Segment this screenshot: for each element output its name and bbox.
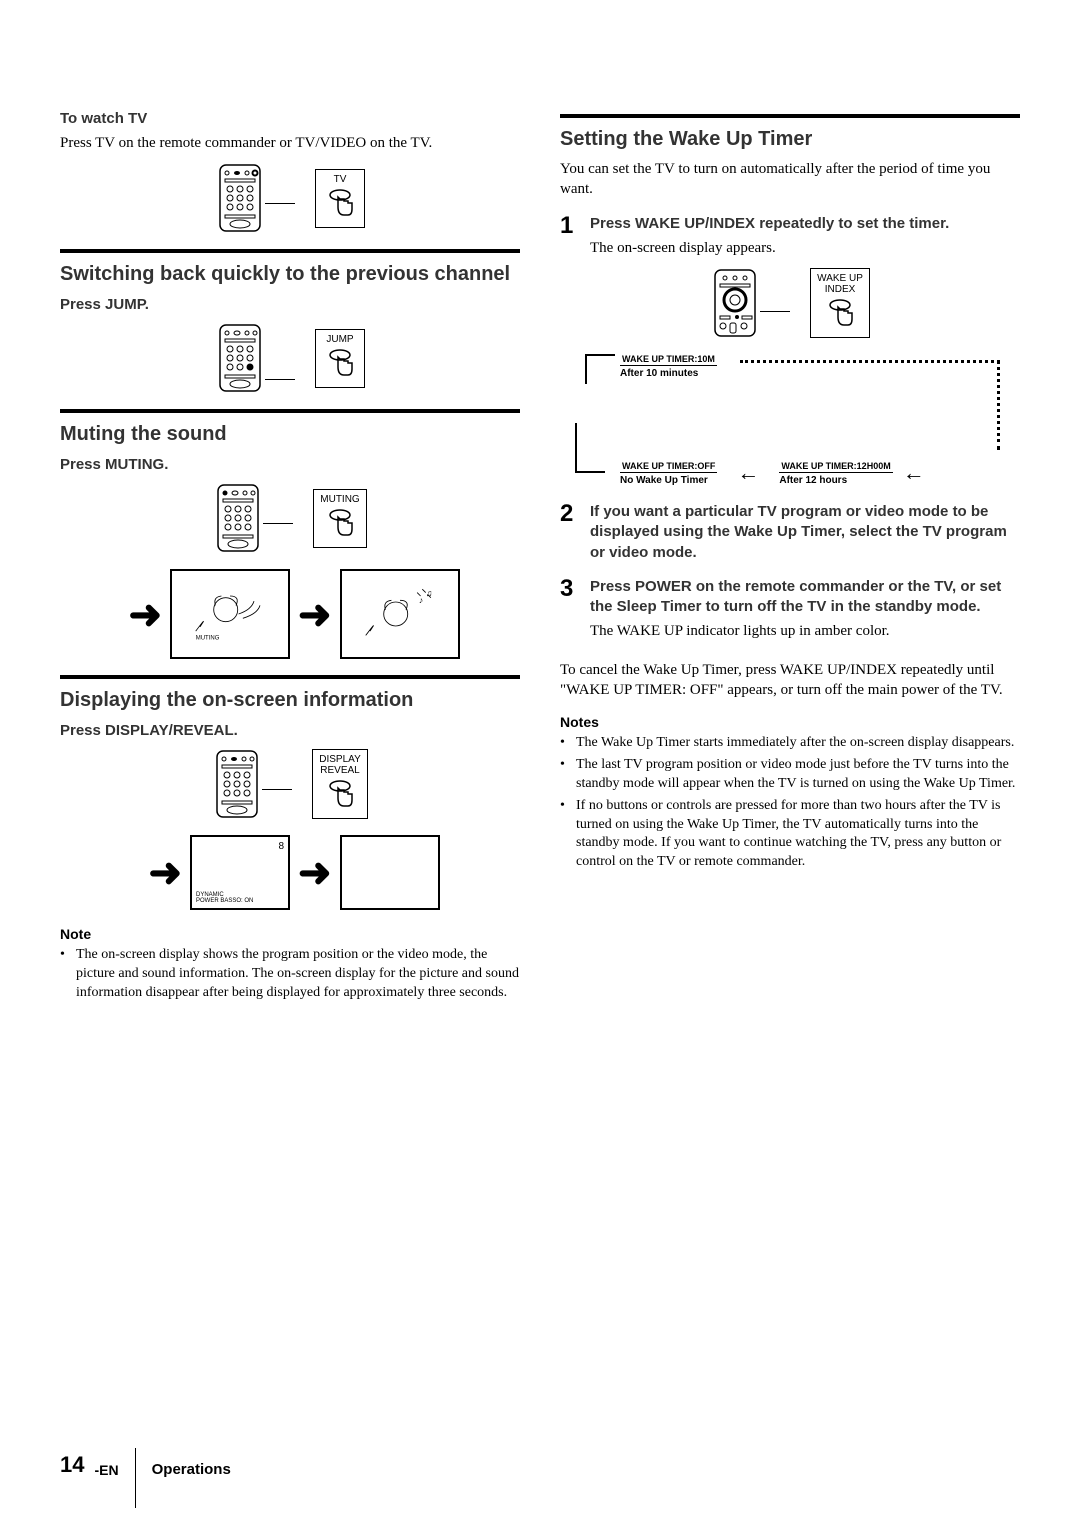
wakeup-flow: WAKE UP TIMER:10M After 10 minutes WAKE …: [560, 354, 1020, 486]
flow-12h-sub: After 12 hours: [779, 475, 892, 486]
muting-illustration: ➜ MUTING ➜ ♪♫: [60, 569, 520, 659]
flow-12h-text: WAKE UP TIMER:12H00M: [779, 461, 892, 473]
person-listening-icon: MUTING: [180, 584, 280, 644]
watch-tv-heading: To watch TV: [60, 110, 520, 127]
bullet-icon: •: [60, 946, 70, 1003]
wakeup-button-box: WAKE UP INDEX: [810, 268, 870, 338]
arrow-icon: ➜: [148, 849, 182, 896]
arrow-icon: ➜: [128, 591, 162, 638]
tv-button-box: TV: [315, 169, 365, 228]
display-heading: Displaying the on-screen information: [60, 675, 520, 712]
right-column: Setting the Wake Up Timer You can set th…: [560, 100, 1020, 1006]
svg-text:♪: ♪: [418, 595, 422, 605]
hand-press-icon: [322, 347, 358, 383]
display-text: DYNAMIC POWER BASSO: ON: [196, 892, 253, 904]
person-muted-icon: ♪♫: [350, 584, 450, 644]
note-heading: Note: [60, 926, 520, 942]
display-screen-1: 8 DYNAMIC POWER BASSO: ON: [190, 835, 290, 910]
page-number: 14: [60, 1452, 84, 1478]
muting-button-box: MUTING: [313, 489, 366, 548]
watch-tv-body: Press TV on the remote commander or TV/V…: [60, 133, 520, 153]
notes-heading: Notes: [560, 714, 1020, 730]
jump-button-label: JUMP: [326, 334, 353, 345]
svg-text:♫: ♫: [425, 588, 431, 598]
arrow-icon: ➜: [298, 849, 332, 896]
page-en: -EN: [94, 1462, 118, 1478]
display-screen-2: [340, 835, 440, 910]
flow-off: WAKE UP TIMER:OFF No Wake Up Timer: [620, 461, 717, 486]
hand-press-icon: [322, 187, 358, 223]
flow-10m-sub: After 10 minutes: [620, 368, 717, 379]
note3-text: If no buttons or controls are pressed fo…: [576, 797, 1020, 873]
step3-title: Press POWER on the remote commander or t…: [590, 577, 1020, 618]
bullet-icon: •: [560, 797, 570, 873]
note-item: • If no buttons or controls are pressed …: [560, 797, 1020, 873]
remote-icon: [213, 483, 263, 553]
muting-instruction: Press MUTING.: [60, 456, 520, 473]
step1-title: Press WAKE UP/INDEX repeatedly to set th…: [590, 214, 1020, 234]
step3-body: The WAKE UP indicator lights up in amber…: [590, 621, 1020, 641]
flow-10m-text: WAKE UP TIMER:10M: [620, 354, 717, 366]
bullet-icon: •: [560, 756, 570, 794]
hand-press-icon: [322, 778, 358, 814]
jump-diagram: JUMP: [60, 323, 520, 393]
switching-instruction: Press JUMP.: [60, 296, 520, 313]
tv-diagram: TV: [60, 163, 520, 233]
note1-text: The Wake Up Timer starts immediately aft…: [576, 734, 1014, 753]
muting-diagram: MUTING: [60, 483, 520, 553]
step-3: 3 Press POWER on the remote commander or…: [560, 577, 1020, 642]
jump-button-box: JUMP: [315, 329, 365, 388]
display-button-label: DISPLAY REVEAL: [319, 754, 361, 776]
note-text: The on-screen display shows the program …: [76, 946, 520, 1003]
arrow-left-icon: ←: [737, 460, 759, 486]
wakeup-diagram: WAKE UP INDEX: [560, 268, 1020, 338]
display-illustration: ➜ 8 DYNAMIC POWER BASSO: ON ➜: [60, 835, 520, 910]
step-number: 1: [560, 214, 580, 259]
note2-text: The last TV program position or video mo…: [576, 756, 1020, 794]
hand-press-icon: [822, 297, 858, 333]
sound-off-frame: ♪♫: [340, 569, 460, 659]
remote-icon: [215, 323, 265, 393]
sound-on-frame: MUTING: [170, 569, 290, 659]
footer-divider: [135, 1448, 136, 1508]
tv-button-label: TV: [334, 174, 347, 185]
hand-press-icon: [322, 507, 358, 543]
step-2: 2 If you want a particular TV program or…: [560, 502, 1020, 563]
setting-body: You can set the TV to turn on automatica…: [560, 159, 1020, 200]
flow-10m: WAKE UP TIMER:10M After 10 minutes: [620, 354, 717, 379]
note-item: • The last TV program position or video …: [560, 756, 1020, 794]
step-number: 2: [560, 502, 580, 563]
flow-off-text: WAKE UP TIMER:OFF: [620, 461, 717, 473]
display-instruction: Press DISPLAY/REVEAL.: [60, 722, 520, 739]
muting-button-label: MUTING: [320, 494, 359, 505]
remote-icon: [212, 749, 262, 819]
step-1: 1 Press WAKE UP/INDEX repeatedly to set …: [560, 214, 1020, 259]
step-number: 3: [560, 577, 580, 642]
footer-section: Operations: [152, 1461, 231, 1478]
bullet-icon: •: [560, 734, 570, 753]
setting-heading: Setting the Wake Up Timer: [560, 114, 1020, 151]
remote-icon: [710, 268, 760, 338]
note-item: • The Wake Up Timer starts immediately a…: [560, 734, 1020, 753]
display-num: 8: [278, 841, 284, 852]
flow-12h: WAKE UP TIMER:12H00M After 12 hours: [779, 461, 892, 486]
arrow-left-icon: ←: [903, 460, 925, 486]
left-column: To watch TV Press TV on the remote comma…: [60, 100, 520, 1006]
display-diagram: DISPLAY REVEAL: [60, 749, 520, 819]
remote-icon: [215, 163, 265, 233]
note-item: • The on-screen display shows the progra…: [60, 946, 520, 1003]
wakeup-button-label: WAKE UP INDEX: [817, 273, 863, 295]
muting-illus-label: MUTING: [196, 636, 220, 642]
arrow-icon: ➜: [298, 591, 332, 638]
step1-body: The on-screen display appears.: [590, 238, 1020, 258]
cancel-text: To cancel the Wake Up Timer, press WAKE …: [560, 660, 1020, 701]
display-button-box: DISPLAY REVEAL: [312, 749, 368, 819]
flow-off-sub: No Wake Up Timer: [620, 475, 717, 486]
page-footer: 14 -EN Operations: [60, 1448, 231, 1478]
switching-heading: Switching back quickly to the previous c…: [60, 249, 520, 286]
muting-heading: Muting the sound: [60, 409, 520, 446]
step2-title: If you want a particular TV program or v…: [590, 502, 1020, 563]
